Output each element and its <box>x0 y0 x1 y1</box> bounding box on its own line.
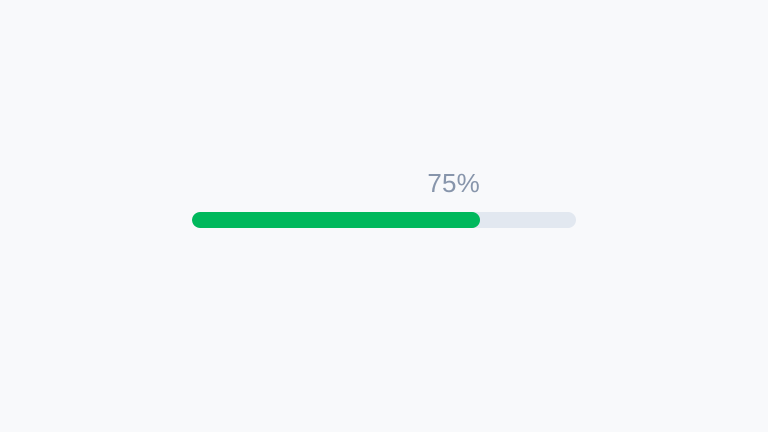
progress-percent-label: 75% <box>427 168 480 198</box>
progress-fill <box>192 212 480 228</box>
progress-widget: 75% <box>192 168 576 228</box>
progress-label-row: 75% <box>192 168 576 204</box>
progress-track[interactable] <box>192 212 576 228</box>
